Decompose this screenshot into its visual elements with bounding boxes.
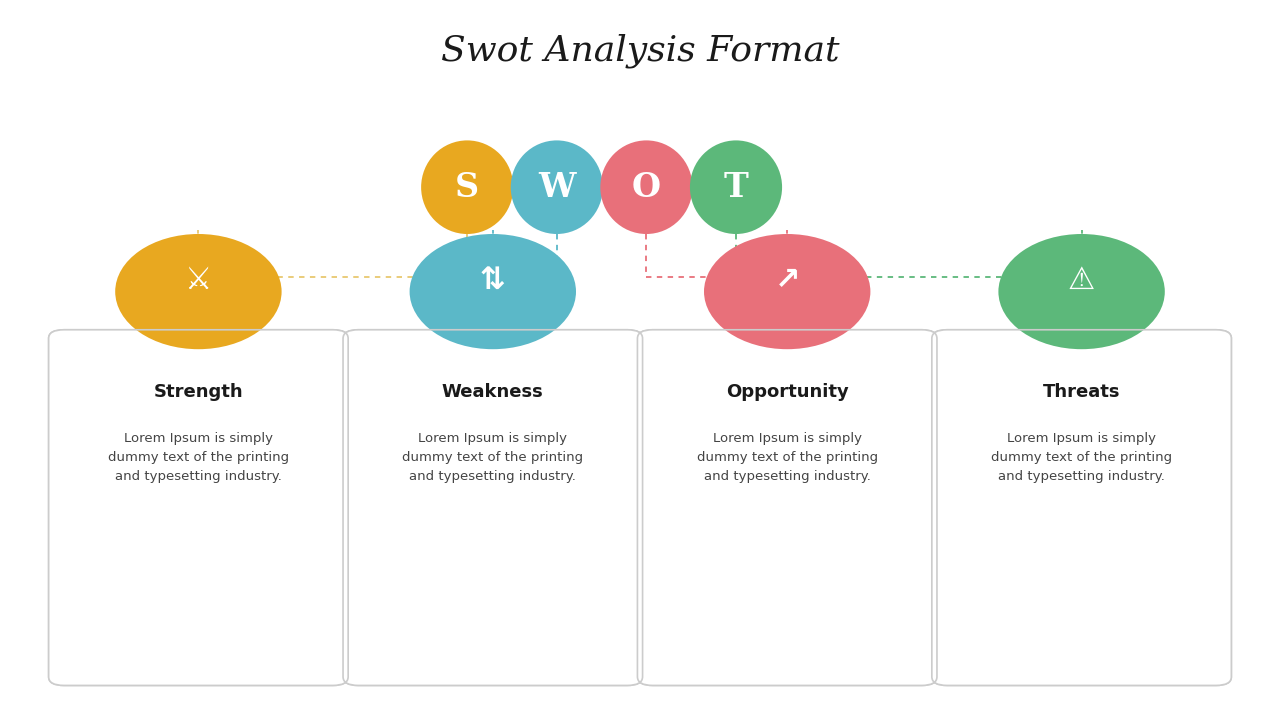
Ellipse shape	[704, 234, 870, 349]
Ellipse shape	[511, 140, 603, 234]
Ellipse shape	[421, 140, 513, 234]
Text: Lorem Ipsum is simply
dummy text of the printing
and typesetting industry.: Lorem Ipsum is simply dummy text of the …	[991, 432, 1172, 483]
Ellipse shape	[690, 140, 782, 234]
Text: Strength: Strength	[154, 383, 243, 401]
Text: Opportunity: Opportunity	[726, 383, 849, 401]
Text: Lorem Ipsum is simply
dummy text of the printing
and typesetting industry.: Lorem Ipsum is simply dummy text of the …	[696, 432, 878, 483]
FancyBboxPatch shape	[343, 330, 643, 685]
Ellipse shape	[600, 140, 692, 234]
Text: Lorem Ipsum is simply
dummy text of the printing
and typesetting industry.: Lorem Ipsum is simply dummy text of the …	[108, 432, 289, 483]
Text: Weakness: Weakness	[442, 383, 544, 401]
FancyBboxPatch shape	[49, 330, 348, 685]
Text: ⚔: ⚔	[184, 266, 212, 295]
Text: S: S	[456, 171, 479, 204]
FancyBboxPatch shape	[49, 330, 348, 685]
Text: ↗: ↗	[774, 266, 800, 295]
Text: Lorem Ipsum is simply
dummy text of the printing
and typesetting industry.: Lorem Ipsum is simply dummy text of the …	[402, 432, 584, 483]
Text: ⇅: ⇅	[480, 266, 506, 295]
FancyBboxPatch shape	[637, 330, 937, 685]
Ellipse shape	[410, 234, 576, 349]
FancyBboxPatch shape	[343, 330, 643, 685]
Text: ⚠: ⚠	[1068, 266, 1096, 295]
Text: O: O	[632, 171, 660, 204]
Text: W: W	[538, 171, 576, 204]
Text: Swot Analysis Format: Swot Analysis Format	[440, 33, 840, 68]
Text: T: T	[723, 171, 749, 204]
FancyBboxPatch shape	[637, 330, 937, 685]
Ellipse shape	[998, 234, 1165, 349]
FancyBboxPatch shape	[932, 330, 1231, 685]
Ellipse shape	[115, 234, 282, 349]
Text: Threats: Threats	[1043, 383, 1120, 401]
FancyBboxPatch shape	[932, 330, 1231, 685]
